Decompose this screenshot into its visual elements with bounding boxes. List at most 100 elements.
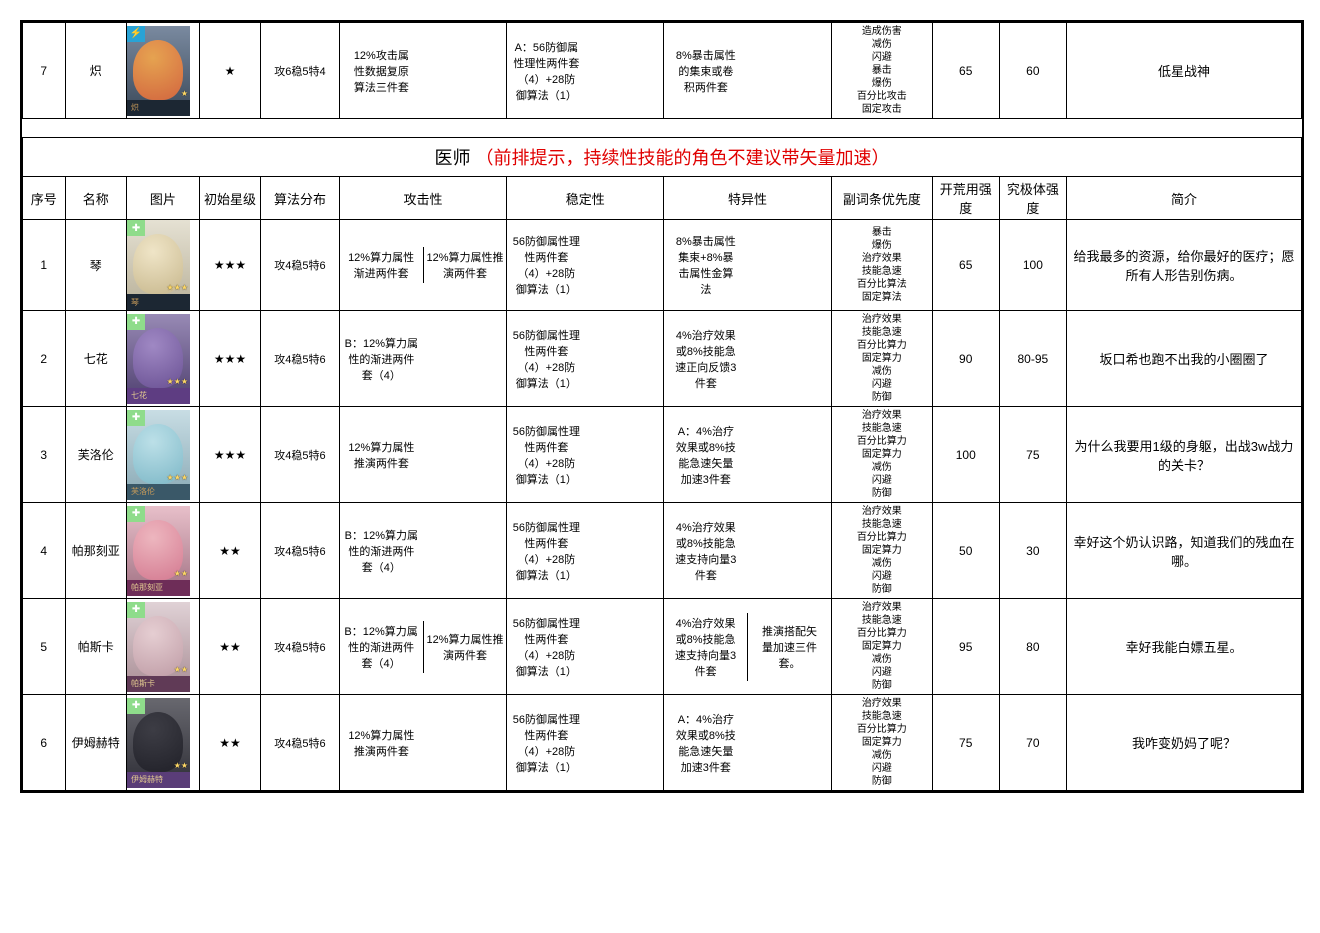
cell-stars: ★ [199,23,261,119]
hdr-idx: 序号 [23,177,66,220]
cell-idx: 1 [23,220,66,311]
cell-atk: 12%算力属性推演两件套 [339,695,507,791]
cell-desc: 给我最多的资源，给你最好的医疗；愿所有人形告别伤病。 [1066,220,1301,311]
cell-stab: 56防御属性理性两件套（4）+28防御算法（1） [507,503,664,599]
cell-sub: 治疗效果技能急速百分比算力固定算力减伤闪避防御 [831,407,932,503]
cell-idx: 4 [23,503,66,599]
hdr-ult: 究极体强度 [999,177,1066,220]
cell-atk: B：12%算力属性的渐进两件套（4） [339,311,507,407]
cell-dist: 攻4稳5特6 [261,407,339,503]
cell-desc: 为什么我要用1级的身躯，出战3w战力的关卡？ [1066,407,1301,503]
cell-stars: ★★★ [199,220,261,311]
cell-spec: 4%治疗效果或8%技能急速支持向量3件套推演搭配矢量加速三件套。 [664,599,832,695]
cell-spec: 4%治疗效果或8%技能急速正向反馈3件套 [664,311,832,407]
cell-name: 帕斯卡 [65,599,127,695]
cell-stab: 56防御属性理性两件套（4）+28防御算法（1） [507,599,664,695]
table-row: 1 琴 ✚ ★★★ 琴 ★★★ 攻4稳5特6 12%算力属性渐进两件套12%算力… [23,220,1302,311]
cell-open: 75 [932,695,999,791]
hdr-spec: 特异性 [664,177,832,220]
cell-spec: 8%暴击属性集束+8%暴击属性金算法 [664,220,832,311]
cell-stab: 56防御属性理性两件套（4）+28防御算法（1） [507,220,664,311]
cell-dist: 攻4稳5特6 [261,695,339,791]
cell-desc: 我咋变奶妈了呢？ [1066,695,1301,791]
cell-ult: 75 [999,407,1066,503]
section-note: （前排提示，持续性技能的角色不建议带矢量加速） [476,148,890,168]
cell-ult: 80-95 [999,311,1066,407]
cell-sub: 治疗效果技能急速百分比算力固定算力减伤闪避防御 [831,695,932,791]
hdr-stab: 稳定性 [507,177,664,220]
hdr-sub: 副词条优先度 [831,177,932,220]
hdr-name: 名称 [65,177,127,220]
cell-ult: 70 [999,695,1066,791]
cell-desc: 幸好这个奶认识路，知道我们的残血在哪。 [1066,503,1301,599]
section-header: 医师 （前排提示，持续性技能的角色不建议带矢量加速） [23,138,1302,177]
cell-idx: 5 [23,599,66,695]
hdr-img: 图片 [127,177,200,220]
cell-portrait: ⚡ ★ 炽 [127,23,200,119]
cell-desc: 低星战神 [1066,23,1301,119]
cell-sub: 治疗效果技能急速百分比算力固定算力减伤闪避防御 [831,503,932,599]
cell-atk: 12%算力属性渐进两件套12%算力属性推演两件套 [339,220,507,311]
cell-name: 芙洛伦 [65,407,127,503]
cell-sub: 暴击爆伤治疗效果技能急速百分比算法固定算法 [831,220,932,311]
top-row: 7 炽 ⚡ ★ 炽 ★ 攻6稳5特4 12%攻击属性数据复原算法三件套 A：56… [23,23,1302,119]
hdr-open: 开荒用强度 [932,177,999,220]
section-title: 医师 [434,148,470,168]
cell-atk: B：12%算力属性的渐进两件套（4）12%算力属性推演两件套 [339,599,507,695]
cell-open: 65 [932,220,999,311]
cell-atk: B：12%算力属性的渐进两件套（4） [339,503,507,599]
cell-stab: 56防御属性理性两件套（4）+28防御算法（1） [507,311,664,407]
cell-dist: 攻4稳5特6 [261,220,339,311]
cell-stab: 56防御属性理性两件套（4）+28防御算法（1） [507,695,664,791]
cell-open: 95 [932,599,999,695]
cell-spec: A：4%治疗效果或8%技能急速矢量加速3件套 [664,695,832,791]
cell-stab: 56防御属性理性两件套（4）+28防御算法（1） [507,407,664,503]
tier-table: 7 炽 ⚡ ★ 炽 ★ 攻6稳5特4 12%攻击属性数据复原算法三件套 A：56… [20,20,1304,793]
cell-open: 65 [932,23,999,119]
cell-open: 100 [932,407,999,503]
cell-ult: 80 [999,599,1066,695]
cell-portrait: ✚ ★★★ 琴 [127,220,200,311]
cell-name: 琴 [65,220,127,311]
table-row: 5 帕斯卡 ✚ ★★ 帕斯卡 ★★ 攻4稳5特6 B：12%算力属性的渐进两件套… [23,599,1302,695]
cell-portrait: ✚ ★★ 伊姆赫特 [127,695,200,791]
cell-stars: ★★ [199,695,261,791]
cell-portrait: ✚ ★★★ 芙洛伦 [127,407,200,503]
table-row: 6 伊姆赫特 ✚ ★★ 伊姆赫特 ★★ 攻4稳5特6 12%算力属性推演两件套 … [23,695,1302,791]
cell-open: 50 [932,503,999,599]
cell-idx: 2 [23,311,66,407]
cell-name: 炽 [65,23,127,119]
cell-dist: 攻6稳5特4 [261,23,339,119]
cell-spec: A：4%治疗效果或8%技能急速矢量加速3件套 [664,407,832,503]
table-row: 4 帕那刻亚 ✚ ★★ 帕那刻亚 ★★ 攻4稳5特6 B：12%算力属性的渐进两… [23,503,1302,599]
cell-dist: 攻4稳5特6 [261,599,339,695]
cell-atk: 12%算力属性推演两件套 [339,407,507,503]
cell-idx: 7 [23,23,66,119]
cell-sub: 治疗效果技能急速百分比算力固定算力减伤闪避防御 [831,311,932,407]
cell-sub: 造成伤害减伤闪避暴击爆伤百分比攻击固定攻击 [831,23,932,119]
hdr-desc: 简介 [1066,177,1301,220]
cell-idx: 6 [23,695,66,791]
cell-dist: 攻4稳5特6 [261,311,339,407]
hdr-dist: 算法分布 [261,177,339,220]
cell-desc: 坂口希也跑不出我的小圈圈了 [1066,311,1301,407]
cell-ult: 60 [999,23,1066,119]
column-headers: 序号 名称 图片 初始星级 算法分布 攻击性 稳定性 特异性 副词条优先度 开荒… [23,177,1302,220]
cell-open: 90 [932,311,999,407]
table-row: 3 芙洛伦 ✚ ★★★ 芙洛伦 ★★★ 攻4稳5特6 12%算力属性推演两件套 … [23,407,1302,503]
cell-portrait: ✚ ★★ 帕斯卡 [127,599,200,695]
cell-desc: 幸好我能白嫖五星。 [1066,599,1301,695]
hdr-stars: 初始星级 [199,177,261,220]
hdr-atk: 攻击性 [339,177,507,220]
cell-spec: 8%暴击属性的集束或卷积两件套 [664,23,832,119]
cell-stars: ★★ [199,503,261,599]
cell-ult: 30 [999,503,1066,599]
cell-stars: ★★★ [199,407,261,503]
cell-name: 七花 [65,311,127,407]
cell-dist: 攻4稳5特6 [261,503,339,599]
cell-stab: A：56防御属性理性两件套（4）+28防御算法（1） [507,23,664,119]
cell-ult: 100 [999,220,1066,311]
cell-name: 伊姆赫特 [65,695,127,791]
cell-portrait: ✚ ★★★ 七花 [127,311,200,407]
cell-stars: ★★★ [199,311,261,407]
